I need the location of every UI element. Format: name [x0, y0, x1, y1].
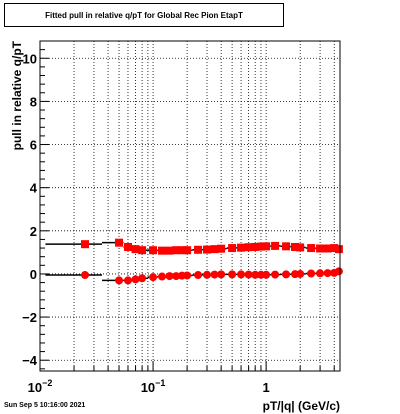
y-tick-label: −2: [22, 310, 37, 325]
data-point-circle: [228, 270, 237, 279]
x-axis-label: pT/|q| (GeV/c): [263, 399, 340, 413]
data-point-square: [228, 244, 237, 253]
data-point-square: [307, 244, 316, 253]
data-point-circle: [307, 269, 316, 278]
data-point-square: [131, 245, 140, 254]
data-point-square: [334, 245, 343, 254]
data-point-circle: [271, 270, 280, 279]
data-point-circle: [210, 270, 219, 279]
data-point-square: [316, 244, 325, 253]
data-point-square: [194, 245, 203, 254]
plot-frame: [39, 40, 341, 372]
data-point-circle: [282, 270, 291, 279]
data-point-circle: [149, 273, 158, 282]
y-tick-label: 8: [30, 94, 37, 109]
series-1: [45, 238, 343, 255]
chart-title: Fitted pull in relative q/pT for Global …: [4, 3, 284, 27]
data-point-square: [256, 242, 265, 251]
y-tick-label: 6: [30, 138, 37, 153]
grid: [40, 41, 340, 371]
data-point-circle: [334, 267, 343, 276]
data-point-square: [237, 243, 246, 252]
data-point-square: [296, 243, 305, 252]
data-point-circle: [80, 271, 89, 280]
timestamp: Sun Sep 5 10:16:00 2021: [4, 402, 86, 409]
data-point-square: [183, 246, 192, 255]
data-point-square: [123, 242, 132, 251]
data-point-square: [323, 244, 332, 253]
data-point-circle: [217, 270, 226, 279]
data-point-circle: [237, 270, 246, 279]
x-tick-label: 10−2: [28, 378, 53, 395]
data-point-circle: [244, 270, 253, 279]
data-point-circle: [203, 270, 212, 279]
data-point-square: [115, 238, 124, 247]
data-point-square: [158, 246, 167, 255]
data-point-square: [177, 246, 186, 255]
y-tick-label: 10: [23, 51, 37, 66]
data-point-square: [203, 245, 212, 254]
series-layer: [45, 238, 343, 285]
data-point-square: [271, 241, 280, 250]
data-point-square: [165, 246, 174, 255]
data-point-circle: [131, 275, 140, 284]
data-point-square: [282, 242, 291, 251]
data-point-square: [291, 242, 300, 251]
data-point-square: [149, 246, 158, 255]
data-point-square: [80, 240, 89, 249]
y-axis-label: pull in relative q/pT: [10, 40, 24, 150]
x-tick-label: 10−1: [141, 378, 166, 395]
axes: 10−2 10−1 1 −4 −2 0 2 4 6 8 10: [22, 40, 335, 395]
data-point-square: [330, 244, 339, 253]
data-point-circle: [165, 272, 174, 281]
y-tick-label: 4: [30, 181, 38, 196]
data-point-square: [244, 243, 253, 252]
data-point-circle: [262, 270, 271, 279]
data-point-square: [172, 246, 181, 255]
data-point-circle: [158, 272, 167, 281]
data-point-square: [251, 242, 260, 251]
data-point-circle: [194, 271, 203, 280]
chart-title-text: Fitted pull in relative q/pT for Global …: [45, 10, 243, 20]
data-point-square: [138, 246, 147, 255]
data-point-circle: [296, 269, 305, 278]
data-point-square: [210, 245, 219, 254]
data-point-circle: [138, 274, 147, 283]
data-point-circle: [115, 276, 124, 285]
data-point-circle: [323, 269, 332, 278]
y-tick-label: 0: [30, 267, 37, 282]
data-point-circle: [172, 272, 181, 281]
x-tick-label: 1: [263, 380, 270, 395]
data-point-circle: [316, 269, 325, 278]
data-point-square: [217, 244, 226, 253]
data-point-circle: [251, 270, 260, 279]
y-tick-label: 2: [30, 224, 37, 239]
data-point-square: [262, 242, 271, 251]
series-2: [45, 267, 343, 285]
data-point-circle: [183, 271, 192, 280]
y-tick-label: −4: [22, 353, 38, 368]
data-point-circle: [123, 276, 132, 285]
